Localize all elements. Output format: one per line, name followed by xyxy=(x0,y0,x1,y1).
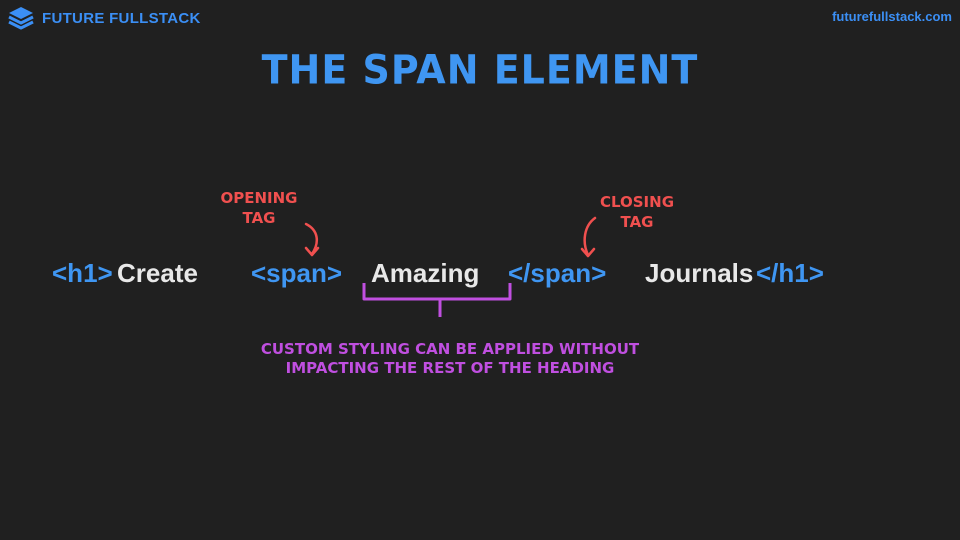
span-open-tag: <span> xyxy=(251,258,343,288)
opening-tag-arrow xyxy=(304,222,320,257)
opening-tag-label: OPENING TAG xyxy=(212,188,306,228)
word-journals: Journals xyxy=(645,258,754,288)
h1-open-tag: <h1> xyxy=(52,258,113,288)
h1-close-tag: </h1> xyxy=(756,258,824,288)
closing-tag-arrow xyxy=(580,216,597,258)
word-create: Create xyxy=(117,258,198,288)
custom-styling-note: CUSTOM STYLING CAN BE APPLIED WITHOUT IM… xyxy=(230,340,670,378)
word-amazing: Amazing xyxy=(371,258,480,288)
brand-name: FUTURE FULLSTACK xyxy=(42,9,201,27)
closing-tag-label-line1: CLOSING xyxy=(599,193,675,211)
custom-styling-note-line1: CUSTOM STYLING CAN BE APPLIED WITHOUT xyxy=(260,340,640,358)
site-url-link[interactable]: futurefullstack.com xyxy=(832,9,952,24)
closing-tag-label: CLOSING TAG xyxy=(592,192,682,232)
opening-tag-label-line2: TAG xyxy=(242,209,276,227)
closing-tag-label-line2: TAG xyxy=(620,213,654,231)
span-close-tag: </span> xyxy=(508,258,607,288)
opening-tag-label-line1: OPENING xyxy=(220,189,298,207)
custom-styling-note-line2: IMPACTING THE REST OF THE HEADING xyxy=(285,359,615,377)
span-content-bracket xyxy=(362,283,512,317)
stacked-layers-icon xyxy=(8,7,34,30)
page-title: THE SPAN ELEMENT xyxy=(261,46,699,94)
brand-logo[interactable]: FUTURE FULLSTACK xyxy=(8,6,201,30)
